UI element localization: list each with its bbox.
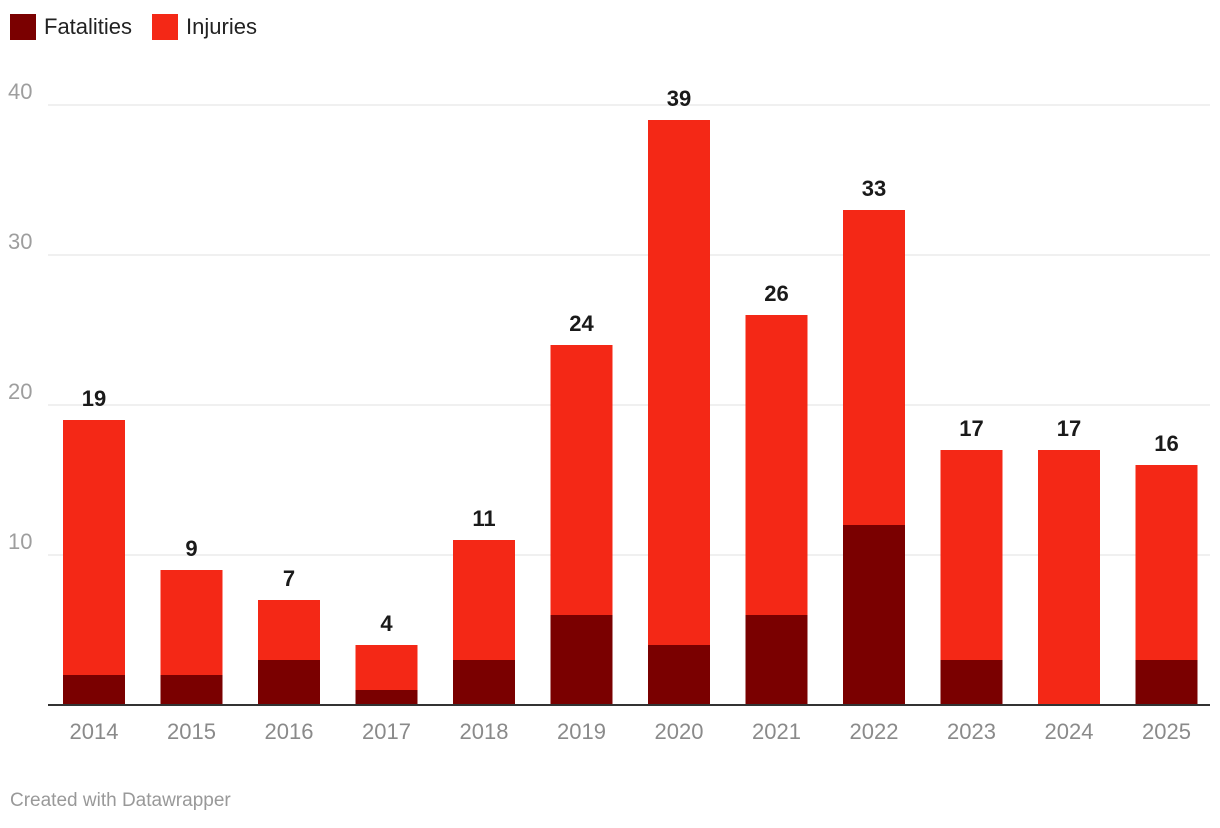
data-label-total-2015: 9 xyxy=(185,536,197,561)
data-label-total-2017: 4 xyxy=(380,611,393,636)
bar-fatalities-2025 xyxy=(1135,660,1198,705)
bar-fatalities-2014 xyxy=(63,675,125,705)
data-label-total-2023: 17 xyxy=(959,416,983,441)
x-tick-label-2019: 2019 xyxy=(557,719,606,744)
bar-injuries-2019 xyxy=(550,345,613,615)
bar-fatalities-2015 xyxy=(160,675,223,705)
x-tick-label-2018: 2018 xyxy=(460,719,509,744)
bar-fatalities-2022 xyxy=(843,525,905,705)
legend-label-fatalities: Fatalities xyxy=(44,14,133,39)
bar-fatalities-2018 xyxy=(453,660,515,705)
data-label-total-2019: 24 xyxy=(569,311,594,336)
data-label-total-2016: 7 xyxy=(283,566,295,591)
bar-injuries-2021 xyxy=(745,315,808,615)
bar-injuries-2015 xyxy=(160,570,223,675)
bar-injuries-2024 xyxy=(1038,450,1100,705)
data-label-total-2018: 11 xyxy=(472,506,495,531)
bar-fatalities-2016 xyxy=(258,660,320,705)
data-label-total-2020: 39 xyxy=(667,86,691,111)
data-label-total-2022: 33 xyxy=(862,176,886,201)
x-tick-label-2020: 2020 xyxy=(655,719,704,744)
bar-injuries-2017 xyxy=(355,645,418,690)
x-tick-label-2015: 2015 xyxy=(167,719,216,744)
bar-injuries-2016 xyxy=(258,600,320,660)
bar-fatalities-2019 xyxy=(550,615,613,705)
bar-injuries-2020 xyxy=(648,120,710,645)
legend-label-injuries: Injuries xyxy=(186,14,257,39)
x-tick-label-2016: 2016 xyxy=(265,719,314,744)
y-tick-label-10: 10 xyxy=(8,529,32,554)
x-tick-label-2024: 2024 xyxy=(1045,719,1094,744)
x-tick-label-2014: 2014 xyxy=(70,719,119,744)
x-tick-label-2017: 2017 xyxy=(362,719,411,744)
x-tick-label-2022: 2022 xyxy=(850,719,899,744)
footer-credit: Created with Datawrapper xyxy=(10,790,231,811)
x-tick-label-2023: 2023 xyxy=(947,719,996,744)
bar-injuries-2023 xyxy=(940,450,1003,660)
data-label-total-2024: 17 xyxy=(1057,416,1081,441)
bar-injuries-2022 xyxy=(843,210,905,525)
data-label-total-2025: 16 xyxy=(1154,431,1178,456)
data-label-total-2021: 26 xyxy=(764,281,788,306)
legend-item-fatalities: Fatalities xyxy=(10,14,132,40)
y-tick-label-20: 20 xyxy=(8,379,32,404)
legend-swatch-fatalities xyxy=(10,14,36,40)
bar-injuries-2014 xyxy=(63,420,125,675)
x-tick-label-2025: 2025 xyxy=(1142,719,1191,744)
legend: Fatalities Injuries xyxy=(10,14,257,40)
y-tick-label-30: 30 xyxy=(8,229,32,254)
y-tick-label-40: 40 xyxy=(8,79,32,104)
bar-fatalities-2021 xyxy=(745,615,808,705)
bar-injuries-2018 xyxy=(453,540,515,660)
bar-injuries-2025 xyxy=(1135,465,1198,660)
legend-item-injuries: Injuries xyxy=(152,14,257,40)
data-label-total-2014: 19 xyxy=(82,386,106,411)
x-tick-label-2021: 2021 xyxy=(752,719,801,744)
bar-fatalities-2020 xyxy=(648,645,710,705)
bar-fatalities-2023 xyxy=(940,660,1003,705)
legend-swatch-injuries xyxy=(152,14,179,40)
bar-fatalities-2017 xyxy=(355,690,418,705)
